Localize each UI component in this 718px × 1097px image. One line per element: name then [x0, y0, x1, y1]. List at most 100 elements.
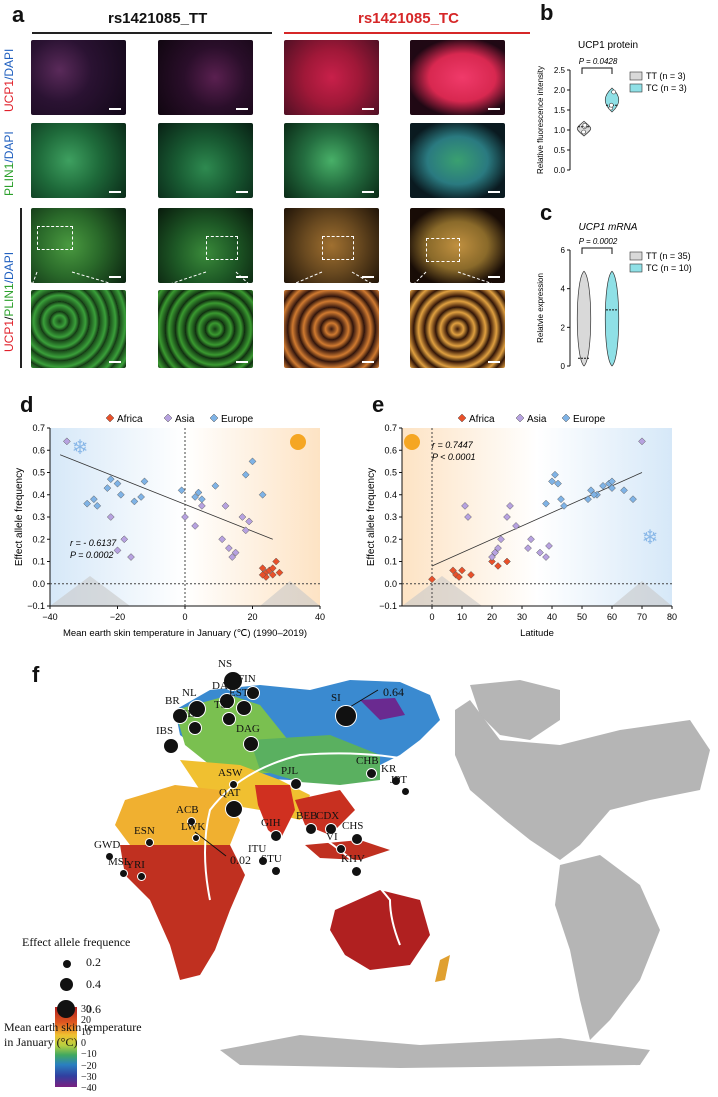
size-legend-dot-2 [60, 978, 73, 991]
legend-marker-africa [457, 413, 467, 423]
y-tick-label: 0.2 [384, 534, 397, 544]
legend-marker-europe [209, 413, 219, 423]
population-dot-beb [305, 823, 317, 835]
population-dot-msl [118, 868, 128, 878]
population-label-ibs: IBS [156, 725, 174, 737]
y-tick-label: 1.0 [554, 126, 566, 135]
australia [330, 890, 430, 970]
population-dot-cdx [325, 823, 337, 835]
colorbar-label: −40 [81, 1083, 97, 1095]
color-legend-title: Mean earth skin temperature [4, 1020, 142, 1034]
point-asia [225, 544, 233, 553]
x-axis-label: Latitude [520, 628, 554, 639]
population-dot-ibs [163, 738, 179, 754]
color-legend-title-2: in January (°C) [4, 1035, 78, 1049]
x-tick-label: 40 [315, 612, 325, 622]
micrograph-r3c2 [158, 208, 253, 283]
population-label-vi: VI [326, 831, 338, 843]
population-dot-da [219, 693, 235, 709]
colorbar-label: 10 [81, 1026, 91, 1038]
point-europe [140, 477, 149, 486]
population-label-esn: ESN [134, 824, 155, 837]
population-dot-tsi [222, 712, 236, 726]
population-label-dag: DAG [236, 723, 260, 735]
population-label-jpt: JPT [390, 773, 408, 786]
micrograph-r2c3 [284, 123, 379, 198]
population-label-tsi: TSI [214, 699, 231, 711]
x-tick-label: 20 [247, 612, 257, 622]
point-asia [494, 544, 502, 553]
p-bracket [581, 67, 613, 74]
population-dot-br [172, 708, 188, 724]
y-tick-label: 6 [561, 246, 566, 255]
y-axis-label: Effect allele frequency [14, 468, 25, 566]
point-europe [137, 493, 145, 501]
population-dot-itu [258, 856, 268, 866]
chart-d: −0.1 0.0 0.1 0.2 0.3 0.4 0.5 0.6 0.7 −40 −20 0 20 40 M… [14, 413, 325, 639]
point-europe [83, 499, 91, 508]
x-tick-label: 60 [607, 612, 617, 622]
point-asia [63, 437, 71, 446]
trend-line [431, 472, 643, 567]
population-dot-dag [243, 736, 259, 752]
legend-label-europe: Europe [221, 414, 254, 425]
point-africa [467, 570, 475, 579]
point-africa [428, 575, 436, 584]
point-asia [238, 513, 247, 521]
y-axis-label: Effect allele frequency [366, 468, 377, 566]
population-dot-jpt [400, 786, 410, 796]
y-tick-label: 0.5 [32, 468, 45, 478]
point-asia [198, 502, 206, 510]
zoom-connectors [30, 271, 506, 289]
asia-green [250, 735, 380, 785]
population-dot-stu [271, 866, 281, 876]
y-tick-label: 0.7 [32, 423, 45, 433]
point-europe [211, 481, 220, 490]
x-tick-label: −20 [110, 612, 125, 622]
south-america-shape [555, 855, 660, 1040]
y-tick-label: 0 [561, 362, 566, 371]
chart-b: UCP1 protein 0.0 0.5 1.0 1.5 2.0 2.5 Relative f… [536, 40, 687, 175]
micrograph-r1c1 [31, 40, 126, 115]
population-dot-asw [228, 779, 238, 789]
micrograph-r2c4 [410, 123, 505, 198]
x-tick-label: 70 [637, 612, 647, 622]
y-tick-label: 0.5 [384, 468, 397, 478]
y-axis-label: Relatvie expression [536, 273, 545, 343]
chart-title: UCP1 protein [578, 40, 638, 51]
size-legend-dot-3 [57, 1000, 75, 1018]
legend-marker-europe [561, 413, 571, 423]
population-label-yri: YRI [126, 858, 145, 871]
colorbar-label: 0 [81, 1037, 86, 1049]
point-asia [638, 437, 646, 446]
population-label-ceu: CEU [180, 708, 202, 720]
y-tick-label: 0.2 [32, 534, 45, 544]
y-tick-label: 0.3 [32, 512, 45, 522]
data-point [581, 129, 586, 135]
callout-min: 0.02 [230, 853, 251, 867]
population-dot-acb [186, 816, 196, 826]
micrograph-r3c1 [31, 208, 126, 283]
population-label-lwk: LWK [181, 821, 206, 833]
africa-north [115, 785, 240, 855]
chart-title: UCP1 mRNA [579, 222, 638, 233]
mountain-silhouette [50, 576, 320, 606]
population-dot-vi [336, 844, 346, 854]
population-label-itu: ITU [248, 843, 267, 855]
y-tick-label: 2.5 [554, 66, 566, 75]
legend-label-tt: TT (n = 3) [646, 71, 686, 81]
point-europe [599, 481, 607, 490]
x-tick-label: 50 [577, 612, 587, 622]
population-label-chs: CHS [342, 820, 364, 832]
row1-dapi: /DAPI [2, 48, 16, 80]
colorbar-label: −20 [81, 1060, 97, 1072]
point-europe [590, 490, 598, 499]
sun-icon [290, 434, 306, 450]
india [255, 785, 295, 840]
population-label-kr: KR [381, 763, 397, 775]
legend-swatch-tc [629, 263, 643, 273]
row3-bracket [20, 208, 22, 368]
data-point [611, 89, 616, 95]
new-zealand [435, 955, 450, 982]
callout-max: 0.64 [383, 685, 404, 699]
